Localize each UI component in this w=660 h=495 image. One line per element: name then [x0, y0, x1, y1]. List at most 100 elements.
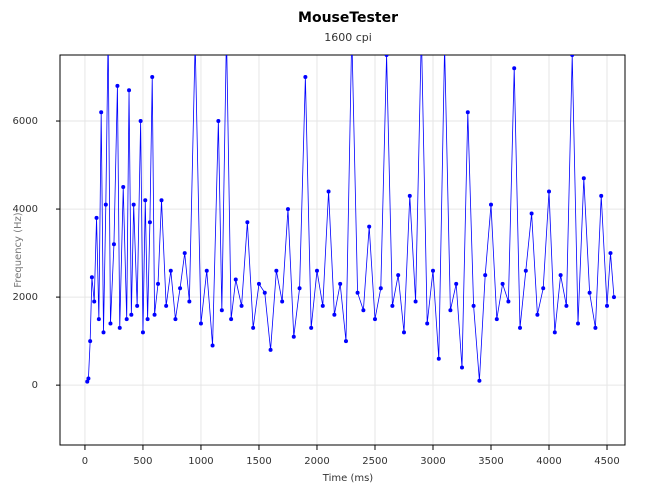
data-point: [251, 325, 256, 330]
data-point: [187, 299, 192, 304]
data-point: [338, 281, 343, 286]
data-point: [239, 303, 244, 308]
data-point: [156, 281, 161, 286]
plot-area: [85, 31, 616, 384]
data-point: [108, 321, 113, 326]
data-point: [101, 330, 106, 335]
data-point: [535, 312, 540, 317]
data-point: [274, 268, 279, 273]
data-point: [587, 290, 592, 295]
data-point: [483, 273, 488, 278]
data-point: [111, 242, 116, 247]
data-point: [86, 376, 91, 381]
data-point: [523, 268, 528, 273]
data-point: [216, 119, 221, 124]
data-point: [448, 308, 453, 313]
data-point: [92, 299, 97, 304]
data-point: [494, 317, 499, 322]
data-point: [396, 273, 401, 278]
data-point: [599, 193, 604, 198]
x-tick-label: 4000: [536, 456, 561, 467]
data-point: [547, 189, 552, 194]
data-point: [85, 379, 90, 384]
data-point: [145, 317, 150, 322]
data-point: [115, 83, 120, 88]
x-tick-label: 3500: [478, 456, 503, 467]
data-point: [303, 75, 308, 80]
data-point: [489, 202, 494, 207]
x-tick-label: 2000: [304, 456, 329, 467]
data-point: [390, 303, 395, 308]
x-tick-label: 3000: [420, 456, 445, 467]
data-point: [168, 268, 173, 273]
data-point: [361, 308, 366, 313]
data-point: [436, 356, 441, 361]
data-point: [127, 88, 132, 93]
x-tick-label: 4500: [594, 456, 619, 467]
data-point: [182, 251, 187, 256]
data-point: [518, 325, 523, 330]
data-point: [477, 378, 482, 383]
data-point: [541, 286, 546, 291]
data-point: [285, 207, 290, 212]
data-point: [378, 286, 383, 291]
data-point: [152, 312, 157, 317]
data-point: [121, 185, 126, 190]
plot-frame: [59, 54, 626, 446]
data-point: [430, 268, 435, 273]
data-point: [529, 211, 534, 216]
data-point: [343, 339, 348, 344]
data-point: [280, 299, 285, 304]
data-point: [407, 193, 412, 198]
data-point: [99, 110, 104, 115]
data-point: [150, 75, 155, 80]
x-tick-label: 2500: [362, 456, 387, 467]
data-point: [355, 290, 360, 295]
x-tick-label: 1000: [188, 456, 213, 467]
data-point: [384, 55, 389, 57]
x-axis-label: Time (ms): [322, 473, 374, 484]
data-point: [558, 273, 563, 278]
data-point: [454, 281, 459, 286]
data-point: [245, 220, 250, 225]
data-point: [291, 334, 296, 339]
data-point: [401, 330, 406, 335]
data-point: [164, 303, 169, 308]
chart-subtitle: 1600 cpi: [324, 31, 372, 44]
data-point: [500, 281, 505, 286]
data-point: [94, 215, 99, 220]
data-point: [129, 312, 134, 317]
data-point: [372, 317, 377, 322]
data-point: [512, 66, 517, 71]
data-point: [131, 202, 136, 207]
data-point: [117, 325, 122, 330]
data-point: [96, 317, 101, 322]
data-point: [413, 299, 418, 304]
data-point: [268, 347, 273, 352]
data-point: [465, 110, 470, 115]
data-point: [173, 317, 178, 322]
x-tick-label: 500: [133, 456, 152, 467]
y-tick-label: 6000: [13, 116, 38, 127]
data-point: [262, 290, 267, 295]
x-tick-label: 1500: [246, 456, 271, 467]
data-point: [332, 312, 337, 317]
data-point: [106, 31, 110, 35]
data-point: [443, 44, 447, 48]
data-point: [219, 308, 224, 313]
data-point: [140, 330, 145, 335]
data-line: [86, 55, 615, 382]
y-axis-label: Frequency (Hz): [13, 212, 24, 288]
data-point: [593, 325, 598, 330]
y-tick-label: 4000: [13, 204, 38, 215]
chart-title: MouseTester: [298, 10, 398, 26]
data-point: [178, 286, 183, 291]
data-point: [89, 275, 94, 280]
data-point: [124, 317, 129, 322]
data-point: [138, 119, 143, 124]
data-point: [506, 299, 511, 304]
data-point: [570, 55, 575, 57]
data-point: [233, 277, 238, 282]
x-tick-label: 0: [82, 456, 88, 467]
data-point: [88, 339, 93, 344]
